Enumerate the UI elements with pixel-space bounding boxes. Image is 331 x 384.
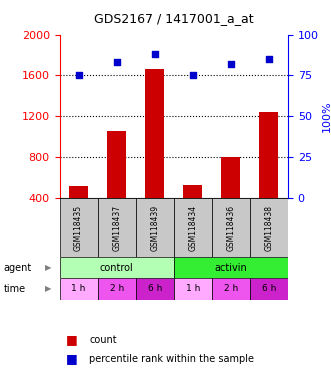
Bar bbox=[145, 70, 164, 198]
Bar bbox=[174, 198, 212, 257]
Point bbox=[228, 61, 234, 67]
Text: control: control bbox=[100, 263, 133, 273]
Point bbox=[266, 56, 271, 62]
Text: 2 h: 2 h bbox=[224, 285, 238, 293]
Bar bbox=[174, 278, 212, 300]
Bar bbox=[183, 185, 202, 198]
Point bbox=[152, 51, 158, 57]
Bar bbox=[60, 198, 98, 257]
Point bbox=[190, 72, 195, 78]
Point bbox=[76, 72, 81, 78]
Point bbox=[114, 59, 119, 65]
Bar bbox=[60, 278, 98, 300]
Text: agent: agent bbox=[3, 263, 31, 273]
Bar bbox=[212, 198, 250, 257]
Text: 2 h: 2 h bbox=[110, 285, 124, 293]
Text: activin: activin bbox=[214, 263, 247, 273]
Text: 6 h: 6 h bbox=[262, 285, 276, 293]
Text: GSM118436: GSM118436 bbox=[226, 205, 235, 251]
Y-axis label: 100%: 100% bbox=[321, 101, 331, 132]
Bar bbox=[98, 278, 136, 300]
Text: 1 h: 1 h bbox=[186, 285, 200, 293]
Bar bbox=[250, 198, 288, 257]
Text: 6 h: 6 h bbox=[148, 285, 162, 293]
Text: GSM118438: GSM118438 bbox=[264, 205, 273, 250]
Bar bbox=[250, 278, 288, 300]
Bar bbox=[221, 157, 240, 198]
Bar bbox=[174, 257, 288, 278]
Bar bbox=[107, 131, 126, 198]
Bar bbox=[60, 257, 174, 278]
Text: ▶: ▶ bbox=[45, 263, 51, 272]
Text: count: count bbox=[89, 335, 117, 345]
Text: 1 h: 1 h bbox=[71, 285, 86, 293]
Bar bbox=[136, 278, 174, 300]
Text: percentile rank within the sample: percentile rank within the sample bbox=[89, 354, 254, 364]
Bar bbox=[136, 198, 174, 257]
Text: GSM118437: GSM118437 bbox=[112, 205, 121, 251]
Bar bbox=[260, 112, 278, 198]
Text: ■: ■ bbox=[66, 353, 78, 366]
Text: GSM118435: GSM118435 bbox=[74, 205, 83, 251]
Text: ▶: ▶ bbox=[45, 285, 51, 293]
Bar bbox=[98, 198, 136, 257]
Text: GDS2167 / 1417001_a_at: GDS2167 / 1417001_a_at bbox=[94, 12, 254, 25]
Text: ■: ■ bbox=[66, 333, 78, 346]
Text: time: time bbox=[3, 284, 25, 294]
Text: GSM118434: GSM118434 bbox=[188, 205, 197, 251]
Bar bbox=[69, 186, 88, 198]
Text: GSM118439: GSM118439 bbox=[150, 205, 159, 251]
Bar bbox=[212, 278, 250, 300]
